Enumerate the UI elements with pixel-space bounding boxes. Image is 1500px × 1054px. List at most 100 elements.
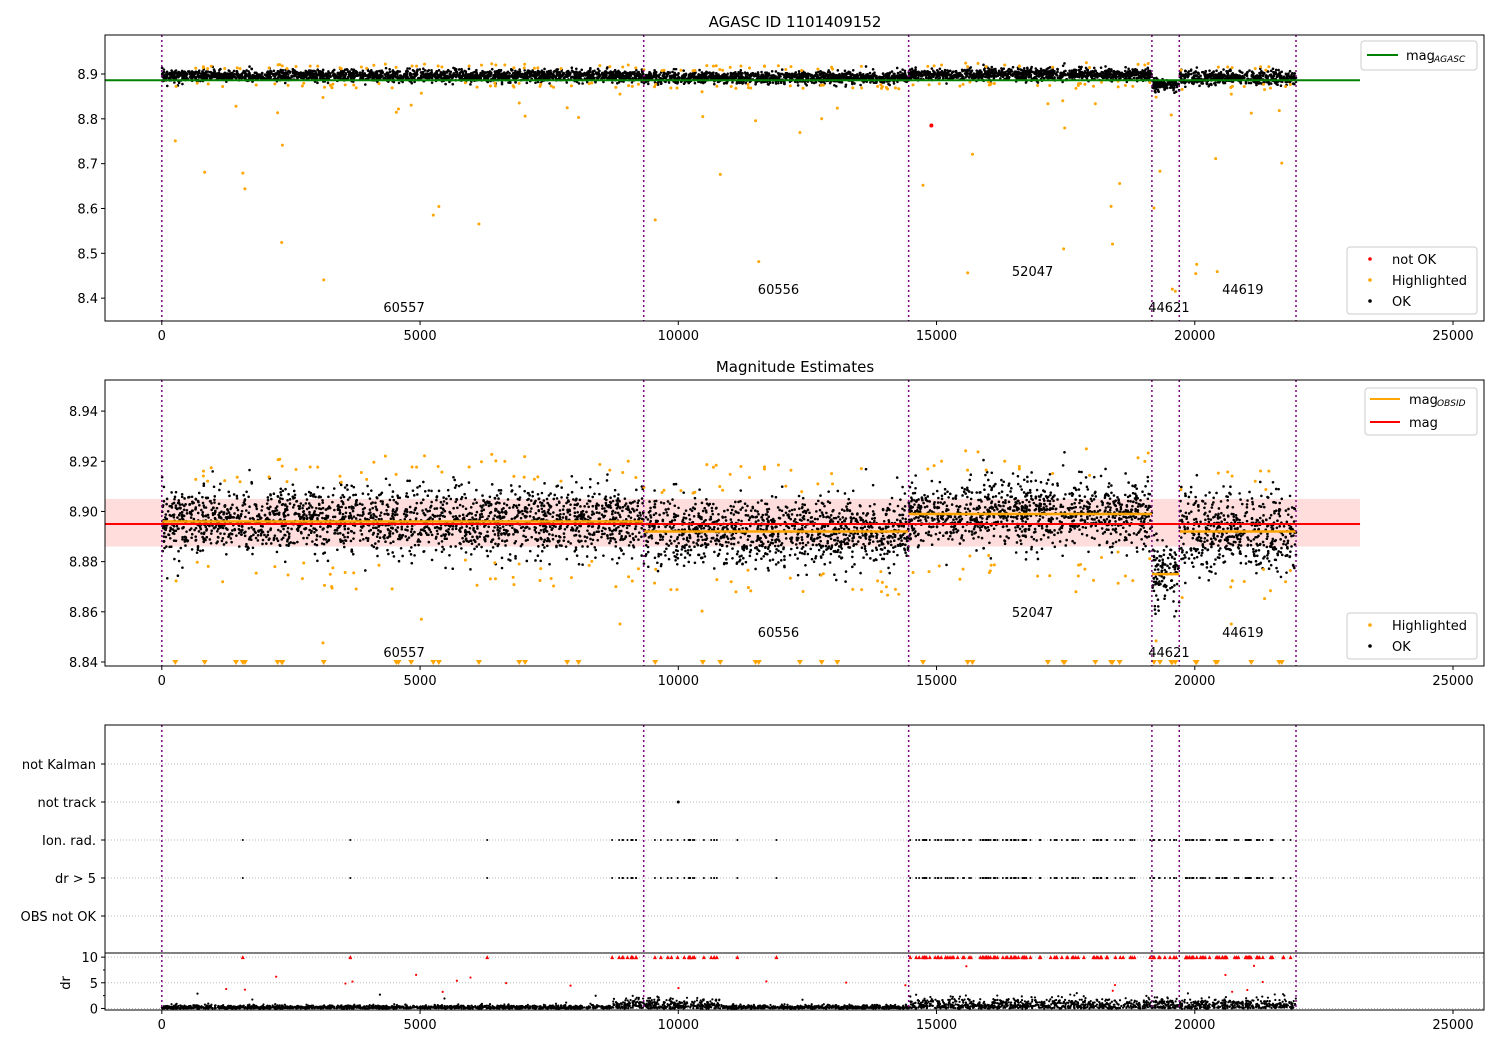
ok-point xyxy=(690,75,694,78)
ok-point xyxy=(307,76,311,80)
ok-point xyxy=(932,69,935,73)
ok-point xyxy=(291,70,295,73)
ok-point xyxy=(316,81,319,85)
ok-point xyxy=(494,72,498,75)
ok-point xyxy=(627,73,630,77)
highlighted-point xyxy=(976,61,980,65)
ok-point xyxy=(469,83,472,86)
highlighted-point xyxy=(223,66,227,70)
ok-point xyxy=(557,77,561,80)
ok-point xyxy=(777,81,780,85)
ok-point xyxy=(732,71,735,75)
ok-point xyxy=(666,70,670,74)
highlighted-point xyxy=(206,82,210,86)
ok-point xyxy=(923,69,926,73)
ok-point xyxy=(528,75,531,79)
ok-point xyxy=(1024,73,1028,77)
ok-point xyxy=(405,72,409,75)
ok-point xyxy=(286,75,290,79)
ok-point xyxy=(896,71,900,75)
ok-point xyxy=(245,69,248,72)
highlighted-point xyxy=(174,84,178,88)
highlighted-point xyxy=(1109,204,1113,208)
ok-point xyxy=(693,81,697,85)
ok-point xyxy=(999,77,1002,80)
highlighted-point xyxy=(788,84,792,88)
ok-point xyxy=(783,81,786,84)
ok-point xyxy=(608,71,612,74)
ok-point xyxy=(1080,72,1083,76)
highlighted-point xyxy=(966,65,970,69)
ok-point xyxy=(1008,72,1012,75)
ok-point xyxy=(992,68,996,71)
highlighted-point xyxy=(746,83,750,87)
ok-point xyxy=(325,74,328,78)
highlighted-point xyxy=(816,67,820,71)
ok-point xyxy=(799,73,802,76)
ok-point xyxy=(1054,72,1058,75)
ok-point xyxy=(194,72,197,75)
ok-point xyxy=(383,73,386,76)
ok-point xyxy=(1276,74,1279,77)
ok-point xyxy=(656,83,660,86)
ok-point xyxy=(616,71,619,74)
ok-point xyxy=(397,81,401,85)
ok-point xyxy=(618,72,622,75)
ok-point xyxy=(1073,75,1076,79)
ok-point xyxy=(1073,68,1077,72)
ok-point xyxy=(970,76,974,80)
ok-point xyxy=(416,68,419,72)
ok-point xyxy=(375,73,378,77)
ok-point xyxy=(364,74,368,77)
highlighted-point xyxy=(1074,86,1078,90)
ok-point xyxy=(347,73,351,77)
ok-point xyxy=(360,76,364,80)
ok-point xyxy=(518,68,521,71)
ok-point xyxy=(516,72,520,76)
ok-point xyxy=(567,74,571,77)
ok-point xyxy=(977,77,980,80)
ok-point xyxy=(437,69,441,72)
ok-point xyxy=(408,74,412,77)
ok-point xyxy=(323,73,327,77)
ok-point xyxy=(1009,68,1013,72)
ok-point xyxy=(384,66,388,70)
ok-point xyxy=(313,76,316,80)
ok-point xyxy=(961,69,964,73)
highlighted-point xyxy=(711,64,715,68)
ok-point xyxy=(327,70,330,73)
ok-point xyxy=(352,76,356,80)
highlighted-point xyxy=(383,62,387,66)
ok-point xyxy=(283,74,286,77)
ok-point xyxy=(793,72,796,75)
ok-point xyxy=(412,69,416,73)
ok-point xyxy=(1026,67,1029,70)
ok-point xyxy=(531,74,535,78)
ok-point xyxy=(1159,80,1163,84)
ok-point xyxy=(1263,80,1266,84)
ok-point xyxy=(1070,69,1074,73)
ok-point xyxy=(507,76,511,80)
ok-point xyxy=(546,72,550,76)
ok-point xyxy=(864,65,868,68)
ok-point xyxy=(525,74,529,78)
ok-point xyxy=(442,72,445,75)
ok-point xyxy=(611,81,614,84)
highlighted-point xyxy=(322,278,326,282)
ok-point xyxy=(439,72,443,75)
ok-point xyxy=(1243,73,1247,77)
ok-point xyxy=(1011,65,1015,69)
ok-point xyxy=(992,73,996,77)
ok-point xyxy=(181,82,184,86)
ok-point xyxy=(451,82,455,86)
ok-point xyxy=(208,70,212,74)
ok-point xyxy=(1083,70,1087,73)
highlighted-point xyxy=(209,64,213,68)
ok-point xyxy=(418,76,422,80)
ok-point xyxy=(764,76,768,79)
ok-point xyxy=(823,75,826,78)
ok-point xyxy=(983,70,987,73)
ok-point xyxy=(248,65,251,68)
highlighted-point xyxy=(1063,126,1067,130)
ok-point xyxy=(480,73,483,76)
